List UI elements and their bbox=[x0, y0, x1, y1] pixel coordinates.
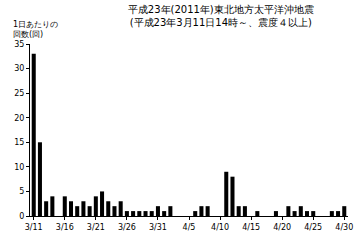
svg-text:5: 5 bbox=[19, 187, 24, 196]
svg-text:1日あたりの回数(回): 1日あたりの回数(回) bbox=[13, 20, 58, 39]
svg-text:平成23年(2011年)東北地方太平洋沖地震(平成23年3月: 平成23年(2011年)東北地方太平洋沖地震(平成23年3月11日14時～、震度… bbox=[128, 4, 314, 28]
svg-text:4/25: 4/25 bbox=[304, 223, 322, 232]
svg-text:4/5: 4/5 bbox=[183, 223, 196, 232]
svg-text:3/21: 3/21 bbox=[87, 223, 105, 232]
svg-text:3/16: 3/16 bbox=[56, 223, 74, 232]
svg-text:30: 30 bbox=[14, 64, 24, 73]
svg-text:4/10: 4/10 bbox=[211, 223, 229, 232]
svg-text:20: 20 bbox=[14, 114, 24, 123]
svg-text:3/11: 3/11 bbox=[25, 223, 43, 232]
svg-text:10: 10 bbox=[14, 163, 24, 172]
svg-text:4/20: 4/20 bbox=[273, 223, 291, 232]
svg-text:0: 0 bbox=[19, 212, 24, 221]
svg-text:35: 35 bbox=[14, 40, 24, 49]
svg-text:15: 15 bbox=[14, 138, 24, 147]
svg-text:4/15: 4/15 bbox=[242, 223, 260, 232]
svg-text:3/31: 3/31 bbox=[149, 223, 167, 232]
svg-text:25: 25 bbox=[14, 89, 24, 98]
svg-text:4/30: 4/30 bbox=[335, 223, 353, 232]
svg-text:3/26: 3/26 bbox=[118, 223, 136, 232]
